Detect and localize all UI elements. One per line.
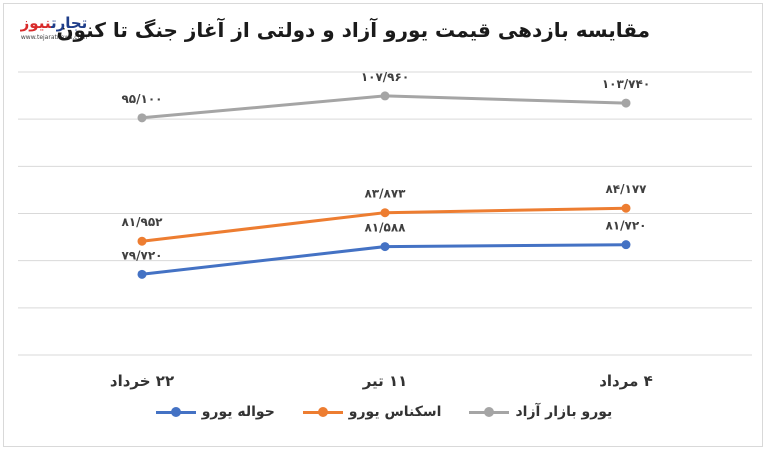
data-label: ۱۰۳/۷۴۰ xyxy=(602,77,650,91)
legend-label: اسکناس یورو xyxy=(348,404,442,420)
data-point xyxy=(621,240,631,250)
data-point xyxy=(380,91,390,101)
chart-title: مقایسه بازدهی قیمت یورو آزاد و دولتی از … xyxy=(56,18,650,42)
tejarat-news-logo: تجارتنیوز www.tejaratnews.com xyxy=(18,14,90,44)
chart-frame xyxy=(3,3,763,447)
logo-wordmark: تجارتنیوز xyxy=(20,14,88,32)
legend-swatch xyxy=(302,405,343,419)
data-label: ۸۱/۵۸۸ xyxy=(364,221,406,235)
data-point xyxy=(137,269,147,279)
logo-website: www.tejaratnews.com xyxy=(20,34,88,41)
data-point xyxy=(137,236,147,246)
legend-label: حواله یورو xyxy=(201,404,275,420)
data-point xyxy=(621,203,631,213)
data-point xyxy=(137,113,147,123)
data-label: ۸۴/۱۷۷ xyxy=(605,182,647,196)
data-point xyxy=(380,208,390,218)
data-point xyxy=(380,242,390,252)
data-label: ۸۱/۷۲۰ xyxy=(605,219,646,233)
chart-legend: یورو بازار آزاد اسکناس یورو حواله یورو xyxy=(0,404,768,420)
legend-label: یورو بازار آزاد xyxy=(515,404,613,420)
legend-swatch xyxy=(155,405,196,419)
legend-item: یورو بازار آزاد xyxy=(469,404,612,420)
legend-item: حواله یورو xyxy=(155,404,275,420)
legend-item: اسکناس یورو xyxy=(302,404,442,420)
data-label: ۸۱/۹۵۲ xyxy=(121,215,163,229)
x-tick-label: ۲۲ خرداد xyxy=(110,372,174,390)
x-tick-label: ۴ مرداد xyxy=(599,372,653,390)
x-tick-label: ۱۱ تیر xyxy=(362,372,408,390)
legend-swatch xyxy=(469,405,510,419)
data-label: ۷۹/۷۲۰ xyxy=(121,248,162,262)
data-label: ۸۳/۸۷۳ xyxy=(364,187,406,201)
data-label: ۹۵/۱۰۰ xyxy=(121,92,162,106)
data-label: ۱۰۷/۹۶۰ xyxy=(361,70,409,84)
data-point xyxy=(621,98,631,108)
